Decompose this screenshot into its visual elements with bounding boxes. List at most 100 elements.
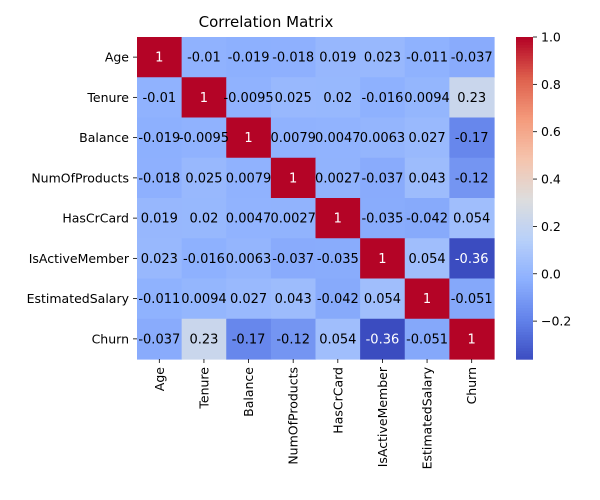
colorbar-segment	[516, 238, 533, 242]
colorbar-segment	[516, 63, 533, 68]
colorbar-segment	[516, 211, 533, 215]
heatmap-cell-tenure-isactivemember	[360, 77, 406, 119]
colorbar-segment	[516, 77, 533, 81]
colorbar-segment	[516, 47, 533, 52]
heatmap-cell-numofproducts-numofproducts	[270, 157, 317, 199]
colorbar-segment	[516, 216, 533, 221]
colorbar-segment	[516, 93, 533, 97]
x-tick-label-tenure: Tenure	[196, 367, 211, 410]
cell-value-label: 0.027	[230, 292, 267, 307]
colorbar-segment	[516, 128, 533, 132]
cell-value-label: -0.0095	[179, 131, 229, 146]
colorbar-segment	[516, 318, 533, 323]
heatmap-cell-isactivemember-hascrcard	[315, 238, 361, 280]
heatmap-cell-hascrcard-hascrcard	[315, 198, 361, 239]
colorbar-segment	[516, 224, 533, 229]
heatmap-cells	[137, 37, 495, 360]
heatmap-cell-age-isactivemember	[360, 37, 406, 78]
heatmap-cell-numofproducts-churn	[449, 157, 495, 199]
colorbar-segment	[516, 104, 533, 108]
cell-value-label: -0.042	[317, 292, 359, 307]
colorbar-segment	[516, 257, 533, 261]
cell-value-label: 0.054	[453, 212, 490, 227]
cell-value-label: -0.037	[138, 332, 180, 347]
colorbar-segment	[516, 195, 533, 199]
cell-value-label: 1	[244, 131, 252, 146]
colorbar-segment	[516, 289, 533, 293]
colorbar-segment	[516, 125, 533, 129]
y-tick-label-balance: Balance	[79, 130, 129, 145]
x-tick-label-numofproducts: NumOfProducts	[286, 367, 301, 465]
heatmap-annotations: 1 -0.01 -0.019 -0.018 0.019 0.023 -0.011 -0.037…	[138, 51, 492, 348]
cell-value-label: 0.0094	[181, 292, 227, 307]
cell-value-label: 0.025	[275, 91, 312, 106]
colorbar-segment	[516, 254, 533, 258]
colorbar-segment	[516, 50, 533, 54]
cell-value-label: -0.12	[276, 332, 310, 347]
colorbar-segment	[516, 265, 533, 269]
colorbar-segment	[516, 58, 533, 62]
heatmap-cell-tenure-numofproducts	[270, 77, 317, 119]
cell-value-label: 1	[155, 51, 163, 66]
heatmap-cell-isactivemember-churn	[449, 238, 495, 280]
colorbar-segment	[516, 112, 533, 116]
cell-value-label: -0.17	[455, 131, 489, 146]
cell-value-label: 0.0063	[226, 252, 272, 267]
colorbar-segment	[516, 222, 533, 226]
heatmap-cell-tenure-estimatedsalary	[404, 77, 450, 119]
y-axis-ticks: Age Tenure Balance NumOfProducts HasCrCard Is…	[27, 50, 137, 346]
colorbar-segment	[516, 350, 533, 355]
cell-value-label: 0.0027	[270, 212, 316, 227]
colorbar-segment	[516, 106, 533, 111]
colorbar-segment	[516, 141, 533, 146]
heatmap-cell-balance-balance	[226, 117, 272, 159]
x-tick-label-churn: Churn	[464, 367, 479, 404]
colorbar-segment	[516, 120, 533, 124]
colorbar-segment	[516, 69, 533, 73]
heatmap-cell-numofproducts-isactivemember	[360, 157, 406, 199]
cell-value-label: -0.037	[272, 252, 314, 267]
cell-value-label: 1	[378, 252, 386, 267]
cell-value-label: 0.027	[408, 131, 445, 146]
colorbar-segment	[516, 79, 533, 84]
colorbar-segment	[516, 246, 533, 250]
colorbar-segment	[516, 149, 533, 154]
chart-title: Correlation Matrix	[199, 13, 334, 31]
cell-value-label: 0.23	[189, 332, 218, 347]
colorbar-segment	[516, 198, 533, 202]
colorbar-segment	[516, 87, 533, 92]
heatmap-cell-isactivemember-tenure	[181, 238, 227, 280]
y-tick-label-hascrcard: HasCrCard	[62, 211, 129, 226]
cell-value-label: 1	[289, 171, 297, 186]
heatmap-cell-churn-balance	[226, 318, 272, 360]
colorbar-segment	[516, 240, 533, 245]
colorbar-segment	[516, 168, 533, 172]
cell-value-label: -0.035	[361, 212, 403, 227]
colorbar-segment	[516, 147, 533, 151]
colorbar-segment	[516, 85, 533, 89]
colorbar-segment	[516, 297, 533, 301]
heatmap-cell-tenure-balance	[226, 77, 272, 119]
colorbar-segment	[516, 334, 533, 339]
colorbar-tick-label: 0.8	[541, 77, 561, 92]
x-tick-label-balance: Balance	[241, 367, 256, 417]
heatmap-cell-hascrcard-numofproducts	[270, 198, 317, 239]
colorbar-segment	[516, 235, 533, 239]
colorbar-segment	[516, 259, 533, 264]
colorbar-segment	[516, 37, 533, 41]
colorbar-segment	[516, 326, 533, 331]
heatmap-cell-isactivemember-isactivemember	[360, 238, 406, 280]
colorbar-segment	[516, 208, 533, 213]
heatmap-cell-isactivemember-numofproducts	[270, 238, 317, 280]
heatmap-cell-numofproducts-hascrcard	[315, 157, 361, 199]
heatmap-cell-tenure-tenure	[181, 77, 227, 119]
y-tick-label-churn: Churn	[92, 331, 129, 346]
cell-value-label: -0.037	[451, 51, 493, 66]
heatmap-cell-age-estimatedsalary	[404, 37, 450, 78]
colorbar-segment	[516, 227, 533, 231]
colorbar-segment	[516, 294, 533, 298]
colorbar-segment	[516, 117, 533, 121]
colorbar-segment	[516, 340, 533, 344]
colorbar-segment	[516, 187, 533, 191]
colorbar-segment	[516, 299, 533, 304]
